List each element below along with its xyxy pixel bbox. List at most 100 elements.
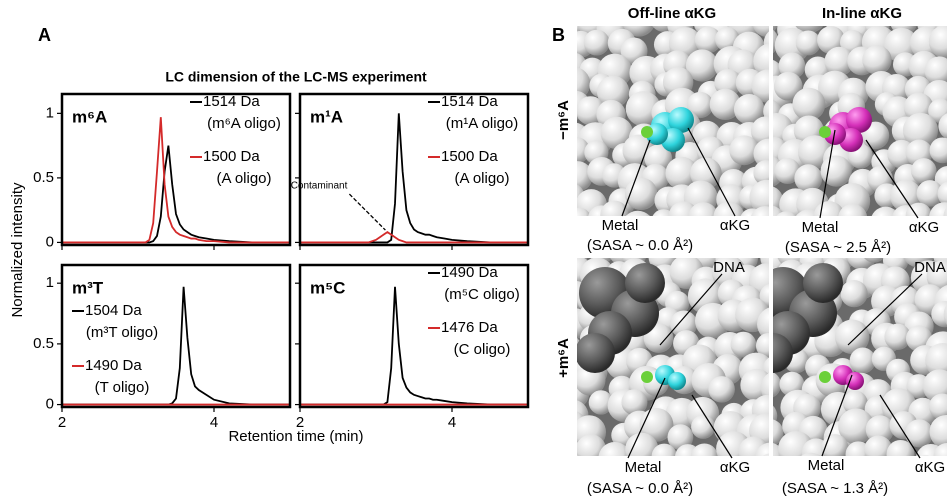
atom (760, 372, 769, 403)
atom (752, 26, 769, 38)
structure-image (577, 26, 769, 216)
atom (792, 87, 826, 121)
pointer (691, 394, 733, 459)
sasa-label: (SASA ~ 0.0 Å²) (587, 480, 693, 497)
legend-description: (A oligo) (216, 170, 271, 187)
atom (753, 160, 769, 186)
legend-label: 1504 Da (85, 302, 142, 319)
panel-title: m¹A (310, 107, 343, 126)
y-tick-label: 0 (46, 396, 54, 413)
chart-panel: m¹A 1514 Da (m¹A oligo) 1500 Da (A oligo) Con… (291, 92, 530, 250)
dna-atom (625, 263, 665, 303)
metal-atom (641, 371, 653, 383)
atom (577, 207, 591, 216)
atom (776, 211, 797, 216)
atom (755, 442, 769, 456)
chart-panel: 2 4 m⁵C 1490 Da (m⁵C oligo) 1476 Da (C oligo) (295, 263, 530, 431)
atom (911, 158, 937, 184)
pointer (847, 273, 923, 346)
atom (865, 415, 895, 444)
metal-atom (819, 126, 831, 138)
y-tick-label: 0 (46, 233, 54, 250)
atom (730, 331, 757, 358)
atom (928, 26, 947, 59)
x-axis-label: Retention time (min) (228, 428, 363, 445)
akg-atom (846, 372, 864, 390)
atom (884, 323, 911, 351)
pointer (821, 374, 853, 457)
atom (916, 180, 944, 207)
structure-image (773, 258, 947, 456)
atom (733, 94, 765, 125)
legend-label: 1500 Da (203, 148, 260, 165)
atom (824, 46, 854, 77)
atom (773, 372, 782, 398)
legend-label: 1514 Da (441, 93, 498, 110)
atom (937, 181, 947, 207)
row-label: −m⁶A (555, 100, 572, 140)
atom (757, 307, 769, 341)
pointer (659, 273, 723, 346)
label: Metal (625, 459, 662, 476)
pointer (819, 129, 836, 219)
atom (621, 389, 648, 416)
atom (577, 455, 579, 456)
plot-frame (60, 263, 292, 409)
atom (938, 113, 947, 139)
plot-frame (298, 263, 530, 409)
atom (762, 453, 769, 456)
structure-image (577, 258, 769, 456)
dna-atom (773, 333, 793, 373)
series-line (62, 145, 290, 244)
atom (774, 158, 801, 184)
series-line (300, 113, 528, 244)
legend-label: 1514 Da (203, 93, 260, 110)
atom (849, 347, 876, 374)
metal-atom (819, 371, 831, 383)
panel-label: B (552, 25, 565, 45)
atom (598, 442, 631, 456)
atom (688, 202, 719, 216)
atom (709, 88, 741, 121)
y-tick-label: 0.5 (33, 335, 54, 352)
atom (667, 424, 694, 451)
plot-frame (60, 92, 292, 247)
akg-atom (846, 107, 872, 133)
atom (871, 206, 900, 216)
sasa-label: (SASA ~ 1.3 Å²) (782, 480, 888, 497)
suptitle: LC dimension of the LC-MS experiment (165, 69, 427, 85)
legend-description: (m⁵C oligo) (444, 286, 519, 303)
pointer (627, 377, 666, 459)
series-line (300, 286, 528, 406)
pointer (621, 139, 651, 217)
charts: 0 0.5 1 m⁶A 1514 Da (m⁶A oligo) 1500 Da (A olig… (33, 92, 530, 431)
legend-description: (m⁶A oligo) (207, 115, 281, 132)
x-tick-label: 2 (58, 414, 66, 431)
label: Metal (602, 217, 639, 234)
atom (926, 260, 947, 293)
panel-title: m³T (72, 278, 104, 297)
panel-label: A (38, 25, 51, 45)
label: αKG (720, 217, 750, 234)
atom (651, 443, 677, 456)
column-header: In-line αKG (822, 5, 902, 22)
atom (600, 200, 629, 216)
atom (929, 202, 947, 216)
row-label: +m⁶A (555, 338, 572, 378)
label: DNA (914, 259, 946, 276)
atom (729, 135, 760, 166)
atom (687, 91, 714, 119)
legend-label: 1490 Da (85, 357, 142, 374)
label: Metal (802, 219, 839, 236)
sasa-label: (SASA ~ 2.5 Å²) (785, 239, 891, 256)
atom (773, 71, 803, 101)
atom (864, 258, 885, 263)
atom (751, 69, 769, 103)
atom (840, 280, 868, 308)
atom (943, 206, 947, 216)
atom (862, 45, 892, 75)
atom (905, 202, 932, 216)
atom (600, 116, 634, 150)
atom (933, 443, 947, 456)
atom (795, 30, 821, 56)
